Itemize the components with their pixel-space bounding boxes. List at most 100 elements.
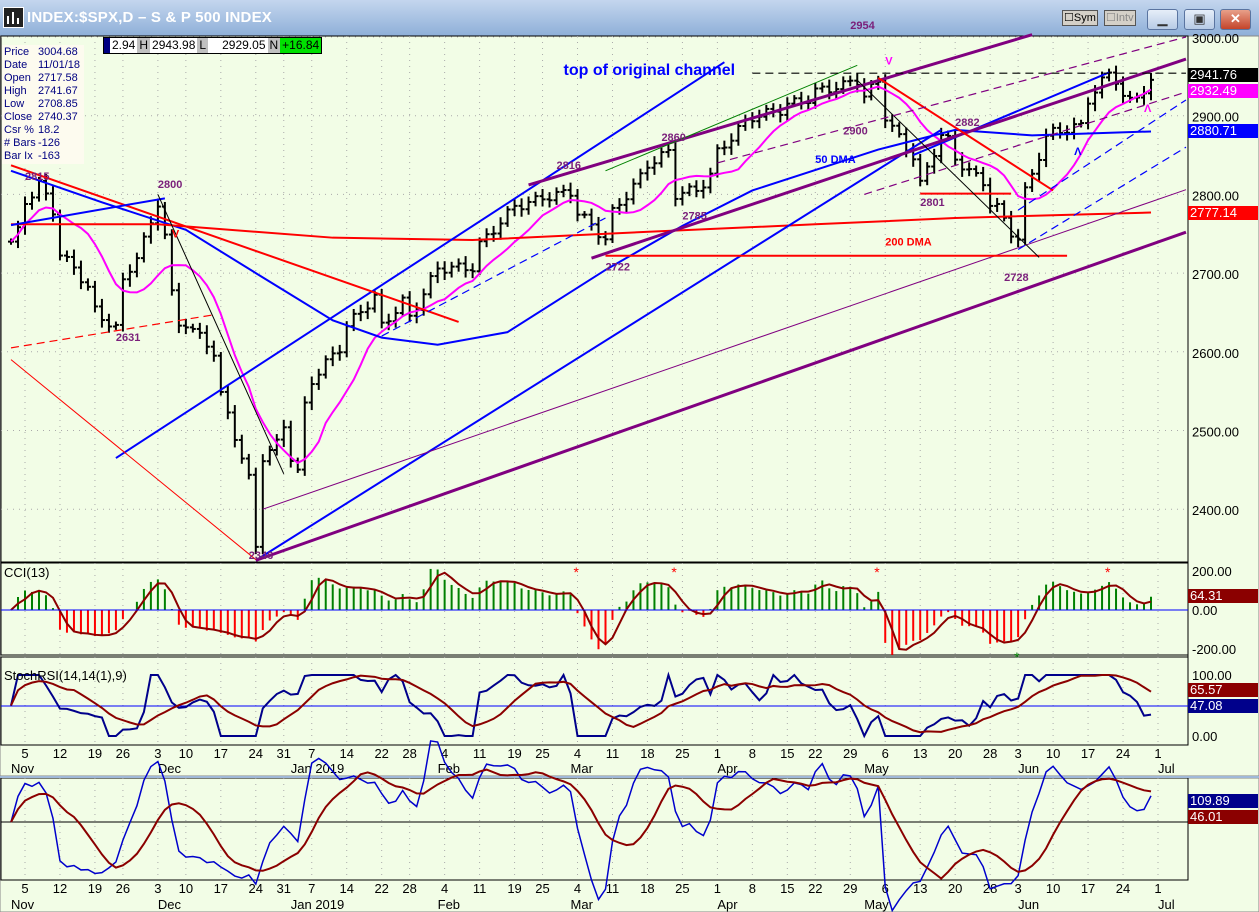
- star-marker: *: [874, 564, 880, 580]
- last-value-tag: 47.08: [1188, 699, 1258, 713]
- dashed-trendline: [1017, 99, 1187, 211]
- upper-pane: [0, 35, 1259, 777]
- chart-annotation: 2860: [661, 132, 685, 144]
- price-bar: [1113, 65, 1120, 91]
- price-bar: [714, 144, 721, 178]
- date-tick-label: 3: [154, 746, 161, 761]
- open-value: 2.94: [110, 38, 138, 53]
- price-bar: [385, 313, 392, 331]
- date-tick-label: 3: [154, 881, 161, 896]
- last-value-tag: 65.57: [1188, 683, 1258, 697]
- price-tick-label: 2700.00: [1192, 267, 1239, 282]
- date-tick-label: 4: [441, 881, 448, 896]
- date-tick-label: 22: [808, 881, 822, 896]
- price-bar: [896, 122, 903, 138]
- info-row: Close 2740.37: [4, 111, 82, 124]
- date-tick-label: 24: [249, 746, 263, 761]
- price-bar: [224, 385, 231, 420]
- trendline: [262, 189, 1187, 510]
- maximize-button[interactable]: ▣: [1184, 9, 1215, 30]
- month-label: Mar: [571, 897, 594, 912]
- price-bar: [854, 73, 861, 93]
- info-label: Bar Ix: [4, 150, 33, 162]
- dashed-trendline: [381, 217, 606, 337]
- month-label: Nov: [11, 897, 35, 912]
- price-bar: [763, 104, 770, 121]
- price-bar: [364, 301, 371, 320]
- minimize-button[interactable]: ▁: [1147, 9, 1178, 30]
- date-tick-label: 28: [983, 746, 997, 761]
- date-tick-label: 18: [640, 746, 654, 761]
- sym-toggle-button[interactable]: ☐Sym: [1062, 10, 1098, 26]
- price-bar: [126, 264, 133, 287]
- price-bar: [847, 75, 854, 87]
- price-bar: [273, 434, 280, 456]
- price-bar: [994, 197, 1001, 212]
- price-tick-label: 2800.00: [1192, 188, 1239, 203]
- info-label: Date: [4, 59, 28, 71]
- price-bar: [210, 340, 217, 362]
- price-bar: [28, 191, 35, 210]
- high-label: H: [137, 38, 151, 53]
- month-label: Jan 2019: [291, 761, 345, 776]
- last-value-tag: 46.01: [1188, 810, 1258, 824]
- price-tick-label: 2600.00: [1192, 346, 1239, 361]
- date-tick-label: 18: [640, 881, 654, 896]
- moving-average-line: [11, 211, 1152, 242]
- price-bar: [595, 216, 602, 245]
- month-label: Jun: [1018, 897, 1039, 912]
- date-tick-label: 25: [535, 881, 549, 896]
- price-bar: [1015, 229, 1022, 248]
- price-bar: [833, 81, 840, 100]
- month-label: Jul: [1158, 897, 1175, 912]
- price-bar: [266, 445, 273, 466]
- date-tick-label: 11: [473, 746, 487, 761]
- lower-signal-line: [10, 768, 1152, 880]
- price-bar: [651, 156, 658, 175]
- price-bar: [22, 196, 28, 235]
- price-bar: [917, 153, 924, 187]
- price-bar: [1008, 210, 1015, 244]
- price-bar: [49, 186, 56, 222]
- trendline: [877, 77, 1054, 192]
- trendline: [10, 359, 257, 560]
- close-button[interactable]: ✕: [1220, 9, 1251, 30]
- month-label: Feb: [438, 897, 460, 912]
- info-value: 18.2: [38, 124, 60, 136]
- date-tick-label: 22: [808, 746, 822, 761]
- price-bar: [238, 434, 245, 464]
- chart-annotation: 2900: [843, 126, 867, 138]
- price-bar: [546, 192, 553, 208]
- price-bar: [889, 114, 896, 132]
- info-row: Date 11/01/18: [4, 59, 82, 72]
- date-tick-label: 5: [21, 746, 28, 761]
- date-tick-label: 15: [780, 881, 794, 896]
- date-tick-label: 20: [948, 881, 962, 896]
- chart-annotation: Λ: [1144, 103, 1152, 115]
- price-bar: [119, 272, 126, 332]
- info-label: # Bars: [4, 137, 36, 149]
- date-tick-label: 11: [606, 881, 620, 896]
- price-bar: [735, 120, 742, 146]
- date-tick-label: 7: [308, 746, 315, 761]
- date-tick-label: 25: [535, 746, 549, 761]
- lower-oscillator-line: [10, 740, 1152, 912]
- price-bar: [259, 454, 266, 554]
- price-bar: [1071, 117, 1078, 140]
- intv-toggle-button[interactable]: ☐Intv: [1104, 10, 1136, 26]
- dashed-trendline: [1017, 146, 1187, 251]
- price-bar: [1078, 119, 1085, 128]
- pane-frame: [0, 656, 1189, 746]
- price-bar: [658, 147, 665, 168]
- date-tick-label: 12: [53, 746, 67, 761]
- date-tick-label: 8: [749, 881, 756, 896]
- price-bar: [448, 261, 455, 278]
- price-bar: [15, 220, 22, 249]
- price-bar: [301, 396, 308, 476]
- info-row: Bar Ix -163: [4, 150, 82, 163]
- date-tick-label: 1: [714, 746, 721, 761]
- price-bar: [182, 318, 189, 335]
- chart-annotation: V: [172, 229, 180, 241]
- price-bar: [1057, 122, 1064, 139]
